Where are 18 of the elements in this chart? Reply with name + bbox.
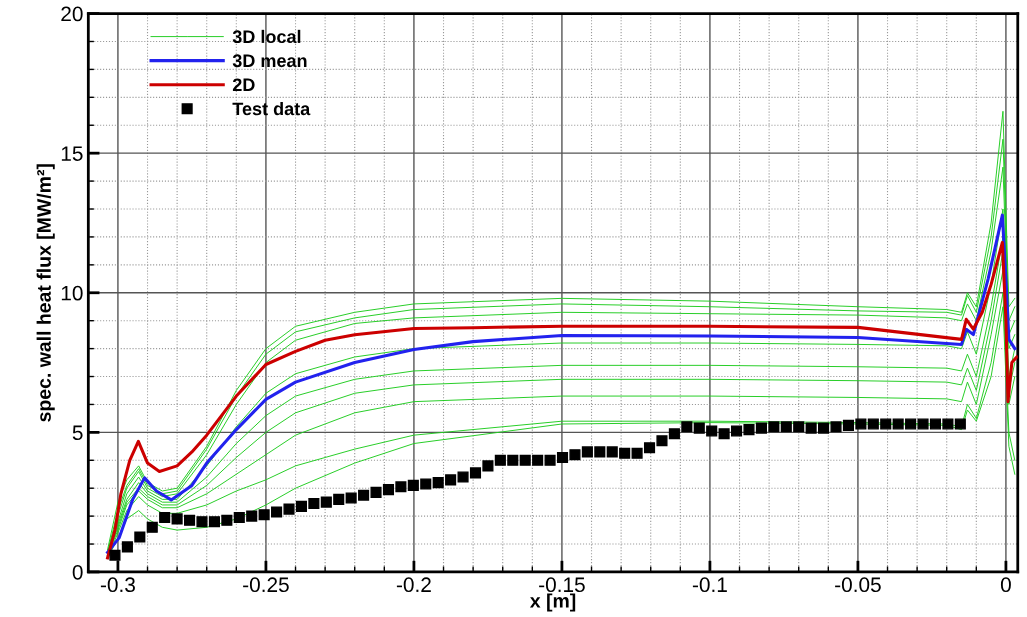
x-tick-label: -0.15	[539, 577, 585, 593]
y-axis-title: spec. wall heat flux [MW/m²]	[36, 164, 55, 422]
x-tick-label: 0	[1000, 577, 1011, 593]
x-tick-label: -0.1	[692, 577, 727, 593]
x-axis-title: x [m]	[529, 593, 576, 612]
x-tick-label: -0.2	[396, 577, 431, 593]
x-tick-label: -0.05	[835, 577, 881, 593]
y-tick-label: 10	[61, 285, 83, 301]
legend-label: 3D local	[232, 29, 301, 44]
x-tick-label: -0.3	[100, 577, 135, 593]
x-tick-label: -0.25	[243, 577, 289, 593]
legend-label: Test data	[232, 101, 311, 116]
y-tick-label: 5	[72, 425, 83, 441]
legend-label: 2D	[232, 78, 255, 92]
y-tick-label: 20	[61, 6, 83, 22]
y-tick-label: 0	[72, 564, 83, 580]
y-tick-label: 15	[61, 146, 83, 161]
legend-label: 3D mean	[232, 54, 307, 68]
